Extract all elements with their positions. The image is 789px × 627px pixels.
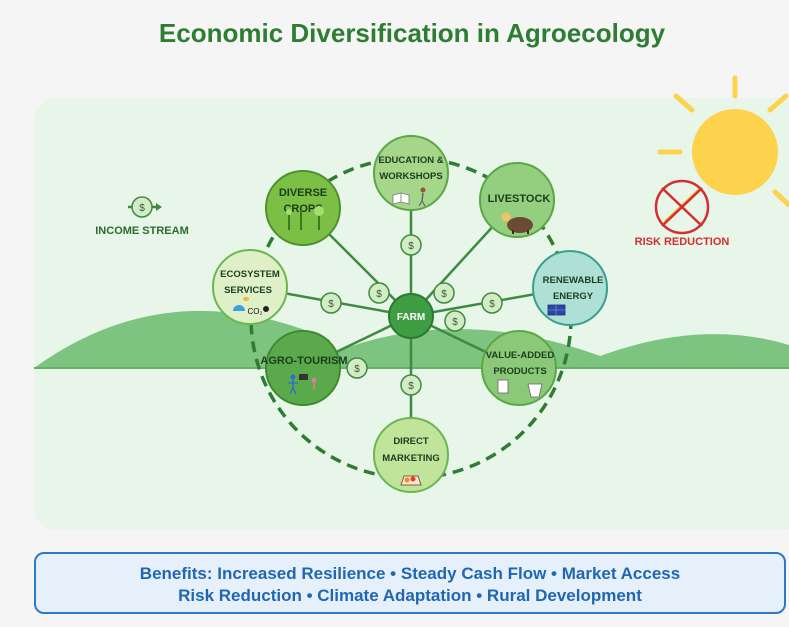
- tourists-icon: [288, 374, 317, 395]
- income-stream-legend: $ INCOME STREAM: [95, 196, 189, 237]
- coin-agro-tourism: $: [346, 357, 368, 379]
- coin-education: $: [400, 234, 422, 256]
- coin-icon: [131, 196, 153, 218]
- node-ecosystem-services[interactable]: ECOSYSTEM SERVICES CO₂: [212, 249, 288, 325]
- node-renewable-label-2: ENERGY: [553, 291, 594, 302]
- svg-text:$: $: [408, 381, 414, 392]
- risk-reduction-label: RISK REDUCTION: [635, 236, 730, 248]
- farm-center[interactable]: FARM: [388, 293, 434, 339]
- farm-label: FARM: [397, 312, 425, 323]
- coin-direct-marketing: $: [400, 374, 422, 396]
- svg-text:$: $: [139, 203, 145, 214]
- svg-text:$: $: [408, 241, 414, 252]
- left-hill: [34, 310, 330, 368]
- benefits-line-2: Risk Reduction • Climate Adaptation • Ru…: [178, 586, 642, 605]
- node-direct-marketing[interactable]: DIRECT MARKETING: [373, 417, 449, 493]
- svg-text:$: $: [354, 364, 360, 375]
- income-stream-label: INCOME STREAM: [95, 225, 189, 237]
- node-education[interactable]: EDUCATION & WORKSHOPS: [373, 135, 449, 211]
- coin-crops: $: [368, 282, 390, 304]
- node-diverse-crops-label-2: CROPS: [283, 203, 322, 215]
- coin-renewable: $: [481, 292, 503, 314]
- market-basket-icon: [400, 475, 422, 486]
- book-person-icon: [392, 187, 426, 207]
- right-hill: [570, 334, 789, 368]
- node-diverse-crops-label-1: DIVERSE: [279, 187, 327, 199]
- benefits-box: Benefits: Increased Resilience • Steady …: [34, 552, 786, 614]
- coin-ecosystem: $: [320, 292, 342, 314]
- node-education-label-2: WORKSHOPS: [379, 171, 442, 182]
- svg-text:$: $: [328, 299, 334, 310]
- jars-icon: [497, 379, 543, 398]
- node-value-added-products[interactable]: VALUE-ADDED PRODUCTS: [481, 330, 557, 406]
- solar-panel-icon: [547, 304, 566, 316]
- co2-label: CO₂: [247, 307, 262, 316]
- no-risk-icon: [654, 179, 710, 235]
- sun-icon: [657, 75, 789, 208]
- benefits-line-1: Benefits: Increased Resilience • Steady …: [139, 564, 681, 583]
- node-agro-tourism-label: AGRO-TOURISM: [260, 355, 347, 367]
- node-diverse-crops[interactable]: DIVERSE CROPS: [265, 170, 341, 246]
- svg-text:$: $: [376, 289, 382, 300]
- risk-reduction-legend: RISK REDUCTION: [635, 179, 730, 248]
- node-livestock[interactable]: LIVESTOCK: [479, 162, 555, 238]
- page-title: Economic Diversification in Agroecology: [158, 18, 666, 48]
- node-ecosystem-label-1: ECOSYSTEM: [220, 269, 280, 280]
- node-agro-tourism[interactable]: AGRO-TOURISM: [260, 330, 348, 406]
- svg-text:$: $: [452, 317, 458, 328]
- node-value-added-label-1: VALUE-ADDED: [486, 350, 555, 361]
- crops-icon: [286, 206, 324, 230]
- node-livestock-label: LIVESTOCK: [488, 193, 551, 205]
- coin-livestock: $: [433, 282, 455, 304]
- node-renewable-label-1: RENEWABLE: [543, 275, 604, 286]
- node-ecosystem-label-2: SERVICES: [224, 285, 272, 296]
- node-renewable-energy[interactable]: RENEWABLE ENERGY: [532, 250, 608, 326]
- node-direct-marketing-label-1: DIRECT: [393, 436, 429, 447]
- node-direct-marketing-label-2: MARKETING: [382, 453, 440, 464]
- node-education-label-1: EDUCATION &: [378, 155, 443, 166]
- svg-text:$: $: [489, 299, 495, 310]
- node-value-added-label-2: PRODUCTS: [493, 366, 546, 377]
- livestock-icon: [501, 212, 533, 234]
- bee-co2-icon: [233, 297, 269, 312]
- coin-value-added: $: [444, 310, 466, 332]
- svg-text:$: $: [441, 289, 447, 300]
